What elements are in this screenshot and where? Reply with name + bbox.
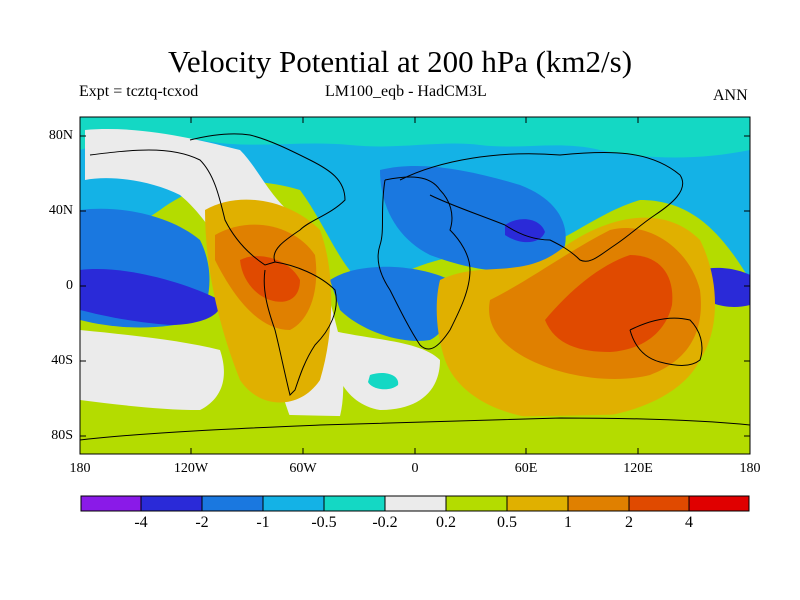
colorbar-box-3: [262, 495, 325, 512]
field-atlantic-blue: [330, 266, 454, 341]
lon-label-120e: 120E: [623, 461, 653, 476]
lat-label-40s: 40S: [51, 353, 73, 368]
colorbar-box-9: [628, 495, 690, 512]
colorbar-box-0: [80, 495, 142, 512]
colorbar-box-2: [201, 495, 264, 512]
field-antarctic-green: [80, 405, 750, 454]
colorbar: [80, 495, 750, 512]
field-spacific-white: [80, 330, 224, 410]
lon-label-60e: 60E: [514, 461, 538, 476]
eurasia-coast: [399, 151, 683, 262]
lon-label-120w: 120W: [173, 461, 209, 476]
lon-label-180e: 180: [739, 461, 761, 476]
north-america-coast: [89, 133, 346, 266]
season-label: ANN: [713, 87, 748, 104]
lat-label-80s: 80S: [51, 428, 73, 443]
south-america-coast: [263, 261, 337, 396]
map-title: Velocity Potential at 200 hPa (km2/s): [167, 44, 633, 79]
field-epacific-darkblue: [80, 269, 221, 325]
field-indian-red: [545, 255, 673, 352]
colorbar-box-8: [567, 495, 630, 512]
lon-label-0: 0: [411, 461, 419, 476]
experiment-label: Expt = tcztq-tcxod: [79, 83, 199, 100]
africa-coast: [377, 176, 471, 350]
colorbar-label-4: -0.2: [372, 514, 398, 531]
lat-label-40n: 40N: [48, 203, 73, 218]
colorbar-box-7: [506, 495, 569, 512]
colorbar-box-1: [140, 495, 203, 512]
colorbar-box-6: [445, 495, 508, 512]
australia-coast: [629, 317, 703, 366]
field-satlantic-teal: [368, 373, 399, 390]
colorbar-box-5: [384, 495, 447, 512]
coastlines: [80, 133, 750, 441]
colorbar-label-3: -0.5: [311, 514, 337, 531]
field-samerica-red: [240, 256, 300, 302]
colorbar-label-5: 0.2: [436, 514, 456, 531]
field-mideast-darkblue: [505, 219, 545, 243]
lon-label-180w: 180: [69, 461, 91, 476]
model-comparison-label: LM100_eqb - HadCM3L: [325, 83, 487, 100]
antarctica-coast: [80, 417, 750, 441]
field-eurasia-blue: [380, 165, 566, 272]
field-satlantic-white: [330, 330, 440, 410]
colorbar-label-8: 2: [625, 514, 633, 531]
axis-ticks: [80, 117, 750, 454]
colorbar-box-10: [688, 495, 750, 512]
contour-field: [80, 117, 750, 454]
lat-label-80n: 80N: [48, 128, 73, 143]
colorbar-label-1: -2: [195, 514, 209, 531]
lat-label-eq: 0: [66, 278, 73, 293]
colorbar-label-9: 4: [685, 514, 693, 531]
colorbar-label-7: 1: [564, 514, 572, 531]
colorbar-box-4: [323, 495, 386, 512]
colorbar-label-2: -1: [256, 514, 270, 531]
colorbar-label-0: -4: [134, 514, 148, 531]
lon-label-60w: 60W: [289, 461, 317, 476]
colorbar-label-6: 0.5: [497, 514, 517, 531]
field-arctic-teal: [80, 117, 750, 158]
